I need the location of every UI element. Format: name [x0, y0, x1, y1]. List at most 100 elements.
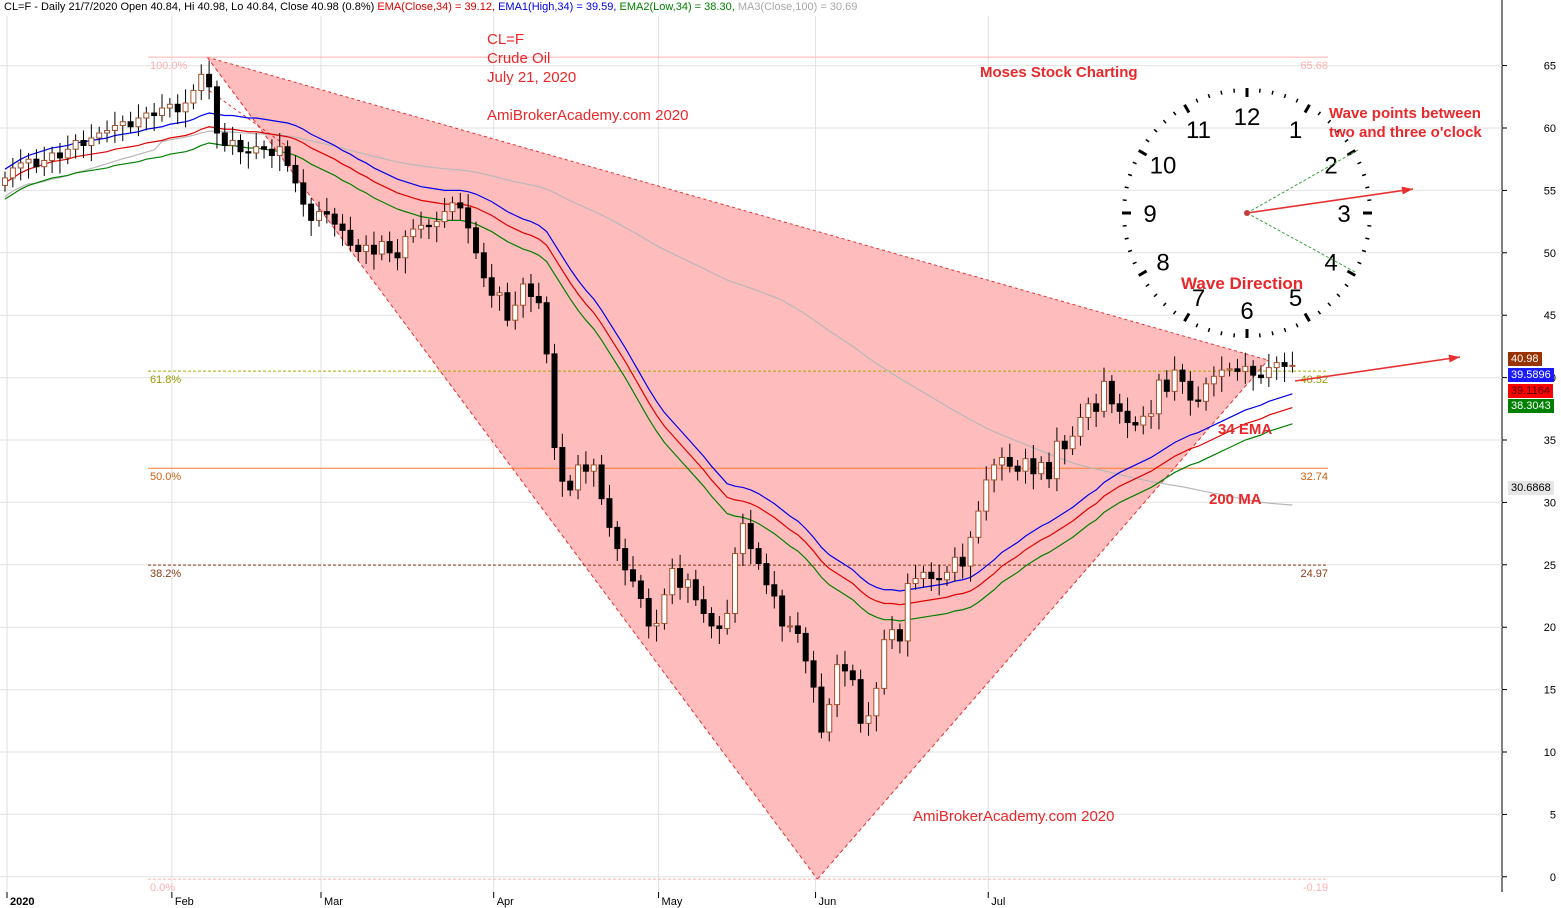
y-tick-label-60: 60: [1544, 123, 1556, 135]
candle-body-30: [237, 139, 244, 153]
candle-body-102: [802, 632, 809, 662]
candle-body-28: [221, 132, 228, 146]
x-tick-label-Jun: Jun: [819, 896, 837, 908]
candle-body-45: [355, 244, 362, 253]
candle-body-13: [104, 129, 111, 134]
candle-body-138: [1085, 403, 1092, 419]
wave-arrow-chart-head: [1448, 354, 1460, 363]
candle-body-96: [755, 548, 762, 565]
candle-body-73: [575, 464, 582, 491]
candle-body-46: [363, 244, 370, 253]
candle-body-17: [135, 117, 142, 128]
candle-body-29: [229, 139, 236, 146]
candle-body-37: [292, 164, 299, 184]
candle-body-136: [1069, 435, 1076, 450]
candle-body-35: [276, 146, 283, 156]
candle-body-154: [1210, 375, 1217, 385]
candle-body-40: [316, 211, 322, 221]
clock-tick-7: [1327, 119, 1332, 124]
clock-tick-36: [1172, 310, 1177, 315]
clock-tick-58: [1220, 90, 1223, 95]
candle-body-3: [25, 158, 32, 164]
clock-tick-37: [1162, 302, 1167, 307]
candle-body-87: [684, 579, 691, 588]
clock-number-6: 6: [1240, 298, 1253, 325]
candle-body-42: [331, 213, 338, 225]
clock-tick-26: [1295, 323, 1299, 328]
clock-tick-18: [1361, 249, 1367, 253]
candle-body-23: [182, 102, 189, 113]
triangle-edge-up: [817, 359, 1269, 880]
clock-number-2: 2: [1324, 153, 1337, 180]
clock-tick-9: [1344, 138, 1349, 143]
candle-body-64: [504, 292, 511, 321]
candle-body-158: [1242, 365, 1249, 372]
candle-body-58: [457, 202, 464, 209]
candle-body-113: [889, 629, 896, 641]
ema-annotation: 34 EMA: [1218, 421, 1273, 438]
candle-body-25: [198, 73, 205, 92]
candle-body-4: [33, 158, 40, 168]
candle-body-49: [386, 241, 393, 254]
candle-body-67: [527, 283, 534, 297]
candle-body-98: [771, 584, 778, 597]
clock-tick-28: [1271, 331, 1274, 336]
candle-body-65: [512, 304, 519, 321]
clock-tick-41: [1132, 261, 1137, 265]
candle-body-47: [370, 244, 377, 255]
clock-number-7: 7: [1192, 285, 1205, 312]
candle-body-97: [763, 563, 770, 586]
candle-body-106: [834, 664, 841, 706]
fib-pct-100.0%: 100.0%: [150, 60, 188, 72]
candle-body-33: [261, 146, 268, 150]
candle-body-122: [959, 556, 966, 567]
clock-tick-22: [1336, 293, 1341, 298]
candle-body-79: [622, 548, 629, 571]
candle-body-144: [1132, 422, 1139, 426]
candle-body-132: [1038, 461, 1045, 475]
candle-body-159: [1250, 365, 1257, 376]
candle-body-38: [300, 182, 307, 205]
candle-body-59: [465, 207, 472, 229]
site-label-bottom: AmiBrokerAcademy.com 2020: [913, 808, 1115, 825]
candle-body-77: [606, 498, 613, 528]
clock-tick-2: [1271, 90, 1274, 95]
candle-body-140: [1101, 380, 1107, 412]
candle-body-157: [1234, 368, 1241, 372]
candle-body-32: [253, 146, 260, 154]
candle-body-6: [49, 152, 56, 161]
candle-body-27: [213, 86, 220, 134]
candle-body-82: [645, 597, 652, 627]
clock-tick-49: [1132, 161, 1137, 165]
clock-tick-51: [1145, 138, 1150, 143]
y-tick-label-50: 50: [1544, 248, 1556, 260]
triangle-inner-edge: [208, 90, 288, 148]
candle-body-126: [991, 464, 998, 481]
candle-body-104: [818, 686, 825, 733]
y-tick-label-35: 35: [1544, 435, 1556, 447]
candle-body-160: [1258, 374, 1264, 379]
candle-body-90: [708, 612, 715, 627]
clock-hand-two: [1246, 149, 1359, 214]
candle-body-2: [17, 162, 24, 169]
candle-body-50: [394, 252, 401, 259]
wave-arrow-clock-head: [1401, 186, 1413, 195]
y-tick-label-45: 45: [1544, 310, 1556, 322]
candle-body-20: [159, 107, 165, 117]
candle-body-69: [543, 302, 550, 355]
clock-tick-10: [1346, 149, 1357, 157]
clock-tick-33: [1207, 327, 1211, 333]
candle-body-1: [9, 167, 16, 179]
candle-body-130: [1022, 458, 1029, 472]
clock-tick-27: [1283, 327, 1287, 333]
fib-value-50.0%: 32.74: [1300, 471, 1328, 483]
candle-body-162: [1273, 362, 1280, 369]
y-tick-label-0: 0: [1550, 872, 1556, 884]
wave-arrow-clock: [1246, 188, 1414, 214]
candle-body-60: [473, 227, 479, 254]
ema2-line: [4, 142, 1293, 622]
candle-body-80: [630, 569, 636, 582]
header-ma3: MA3(Close,100) = 30.69: [737, 1, 858, 13]
candle-body-83: [653, 622, 660, 627]
